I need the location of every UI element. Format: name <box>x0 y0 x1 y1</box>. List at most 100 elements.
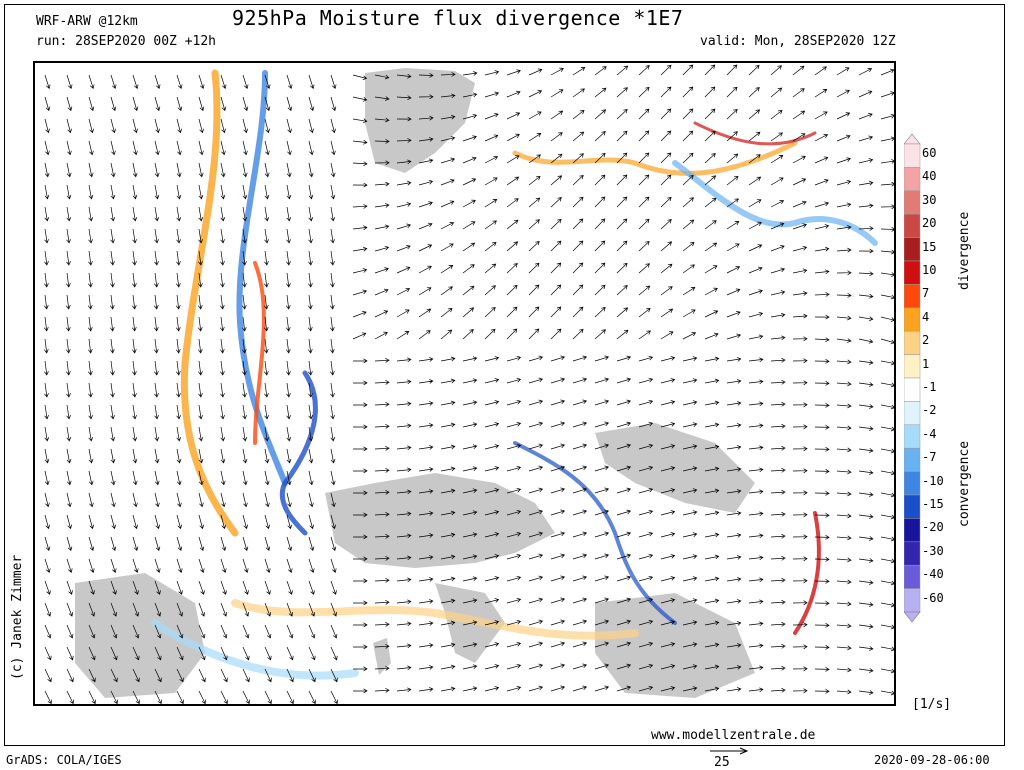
colorbar-tick-label: -4 <box>922 426 937 441</box>
wind-arrow <box>528 284 540 296</box>
wind-arrow <box>396 180 412 186</box>
wind-arrow <box>330 360 335 376</box>
wind-arrow <box>440 222 455 230</box>
colorbar <box>903 133 964 634</box>
wind-arrow <box>836 315 852 321</box>
colorbar-swatch <box>903 518 921 543</box>
wind-arrow <box>814 623 830 628</box>
wind-arrow <box>770 290 786 296</box>
wind-arrow <box>242 360 247 376</box>
wind-arrow <box>418 158 434 164</box>
wind-arrow <box>726 266 741 274</box>
colorbar-tick-label: -20 <box>922 520 944 535</box>
wind-arrow <box>462 686 478 692</box>
colorbar-swatch <box>903 213 921 238</box>
wind-arrow <box>572 443 588 450</box>
wind-arrow <box>594 329 606 340</box>
wind-arrow <box>726 288 741 296</box>
wind-arrow <box>396 331 410 340</box>
wind-arrow <box>484 177 498 186</box>
wind-arrow <box>770 445 786 451</box>
wind-arrow <box>176 558 183 573</box>
wind-arrow <box>66 184 72 200</box>
wind-arrow <box>682 108 694 120</box>
wind-arrow <box>616 619 632 626</box>
wind-arrow <box>396 533 412 539</box>
wind-arrow <box>110 536 117 552</box>
wind-arrow <box>506 176 520 186</box>
wind-arrow <box>132 184 138 200</box>
wind-arrow <box>880 602 894 608</box>
wind-arrow <box>264 404 269 420</box>
wind-arrow <box>880 360 894 366</box>
wind-arrow <box>484 328 496 340</box>
wind-arrow <box>66 96 73 112</box>
wind-arrow <box>814 601 830 606</box>
wind-arrow <box>792 446 808 452</box>
wind-arrow <box>484 91 500 98</box>
wind-arrow <box>154 382 159 398</box>
wind-arrow <box>638 130 650 142</box>
wind-arrow <box>880 646 894 652</box>
wind-arrow <box>880 316 894 322</box>
wind-arrow <box>484 554 500 560</box>
wind-arrow <box>308 602 316 617</box>
wind-arrow <box>748 289 763 296</box>
wind-arrow <box>660 64 672 76</box>
wind-arrow <box>154 162 160 178</box>
wind-arrow <box>858 624 874 629</box>
wind-arrow <box>638 174 650 186</box>
wind-arrow <box>440 598 456 604</box>
wind-arrow <box>660 620 676 626</box>
wind-arrow <box>792 178 807 186</box>
wind-arrow <box>858 158 874 164</box>
colorbar-tick-label: -30 <box>922 543 944 558</box>
wind-arrow <box>770 155 784 164</box>
wind-arrow <box>198 514 205 530</box>
wind-arrow <box>770 577 786 583</box>
wind-arrow <box>110 668 118 683</box>
credit-label: (c) Janek Zimmer <box>10 554 25 680</box>
wind-arrow <box>660 331 674 340</box>
wind-arrow <box>352 666 368 672</box>
wind-arrow <box>726 108 738 120</box>
colorbar-tick-label: 15 <box>922 239 937 254</box>
wind-arrow <box>352 688 368 694</box>
wind-arrow <box>682 620 698 626</box>
wind-arrow <box>153 294 159 310</box>
wind-arrow <box>330 690 338 704</box>
wind-arrow <box>352 96 368 102</box>
wind-arrow <box>748 687 764 693</box>
wind-arrow <box>462 554 478 560</box>
wind-arrow <box>153 316 159 332</box>
wind-arrow <box>220 338 225 354</box>
wind-arrow <box>330 668 338 683</box>
wind-arrow <box>330 206 336 222</box>
wind-arrow <box>858 470 874 475</box>
wind-arrow <box>132 250 137 266</box>
wind-arrow <box>176 118 182 134</box>
wind-arrow <box>682 219 695 230</box>
wind-arrow <box>726 401 742 406</box>
wind-arrow <box>132 118 138 134</box>
wind-arrow <box>858 226 874 231</box>
wind-arrow <box>616 597 632 604</box>
wind-arrow <box>858 404 874 409</box>
wind-arrow <box>132 646 140 661</box>
wind-arrow <box>330 140 336 156</box>
wind-arrow <box>330 492 336 508</box>
wind-arrow <box>374 665 390 671</box>
wind-arrow <box>198 382 203 398</box>
wind-arrow <box>418 489 434 494</box>
wind-arrow <box>484 113 499 120</box>
wind-arrow <box>506 133 520 142</box>
wind-arrow <box>814 66 827 76</box>
wind-arrow <box>858 536 874 541</box>
wind-arrow <box>264 646 272 661</box>
orange-band-baltic <box>512 140 798 176</box>
wind-arrow <box>594 355 610 362</box>
wind-arrow <box>814 179 829 186</box>
wind-arrow <box>704 686 720 692</box>
wind-arrow <box>396 467 412 473</box>
wind-arrow <box>418 201 433 208</box>
